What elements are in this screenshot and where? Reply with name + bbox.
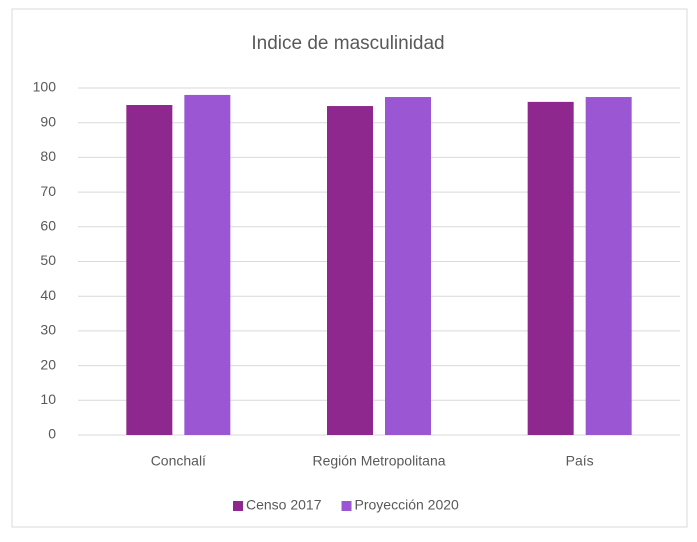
y-tick-label: 50 [40, 252, 56, 268]
chart-title: Indice de masculinidad [251, 33, 444, 54]
bar [327, 106, 373, 435]
x-tick-label: País [566, 453, 594, 469]
legend-swatch [233, 501, 243, 511]
y-tick-label: 0 [48, 426, 56, 442]
y-tick-label: 80 [40, 148, 56, 164]
y-tick-label: 100 [33, 79, 57, 95]
bar [385, 97, 431, 435]
y-tick-label: 60 [40, 218, 56, 234]
bar [126, 105, 173, 436]
y-tick-label: 20 [40, 356, 56, 372]
bar [184, 94, 231, 435]
y-tick-label: 70 [40, 183, 56, 199]
y-tick-label: 30 [40, 322, 56, 338]
legend-swatch [341, 501, 352, 511]
x-tick-label: Conchalí [151, 453, 206, 469]
bar [527, 101, 574, 435]
legend-label: Proyección 2020 [355, 497, 460, 513]
y-tick-label: 90 [40, 113, 56, 129]
bar [585, 97, 632, 435]
x-tick-label: Región Metropolitana [312, 453, 445, 469]
y-tick-label: 10 [40, 391, 56, 407]
legend-label: Censo 2017 [246, 497, 322, 513]
y-tick-label: 40 [40, 287, 56, 303]
